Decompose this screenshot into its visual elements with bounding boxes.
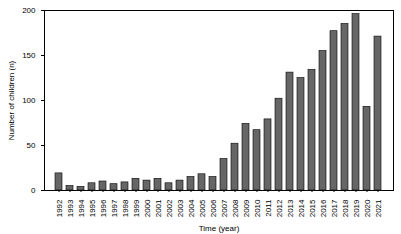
svg-text:50: 50 (27, 141, 36, 150)
svg-text:150: 150 (22, 51, 36, 60)
svg-text:2016: 2016 (319, 199, 328, 217)
svg-text:1999: 1999 (132, 199, 141, 217)
svg-text:200: 200 (22, 6, 36, 15)
svg-text:2005: 2005 (198, 199, 207, 217)
svg-text:2020: 2020 (363, 199, 372, 217)
svg-text:2001: 2001 (154, 199, 163, 217)
svg-text:2004: 2004 (187, 199, 196, 217)
svg-text:2014: 2014 (297, 199, 306, 217)
svg-text:1996: 1996 (99, 199, 108, 217)
svg-text:Time (year): Time (year) (199, 224, 240, 233)
svg-text:2018: 2018 (341, 199, 350, 217)
svg-text:2010: 2010 (253, 199, 262, 217)
svg-text:2002: 2002 (165, 199, 174, 217)
svg-text:2015: 2015 (308, 199, 317, 217)
svg-text:2007: 2007 (220, 199, 229, 217)
svg-text:1994: 1994 (77, 199, 86, 217)
svg-text:2009: 2009 (242, 199, 251, 217)
svg-text:2017: 2017 (330, 199, 339, 217)
svg-text:Number of children (n): Number of children (n) (7, 60, 16, 140)
svg-text:2006: 2006 (209, 199, 218, 217)
svg-text:2013: 2013 (286, 199, 295, 217)
svg-text:2008: 2008 (231, 199, 240, 217)
svg-text:0: 0 (31, 186, 36, 195)
svg-text:2011: 2011 (264, 199, 273, 217)
svg-text:1995: 1995 (88, 199, 97, 217)
svg-text:2012: 2012 (275, 199, 284, 217)
svg-text:2021: 2021 (374, 199, 383, 217)
svg-text:2019: 2019 (352, 199, 361, 217)
svg-text:1992: 1992 (55, 199, 64, 217)
svg-text:1998: 1998 (121, 199, 130, 217)
svg-text:2000: 2000 (143, 199, 152, 217)
svg-text:100: 100 (22, 96, 36, 105)
svg-text:2003: 2003 (176, 199, 185, 217)
svg-text:1997: 1997 (110, 199, 119, 217)
svg-text:1993: 1993 (66, 199, 75, 217)
